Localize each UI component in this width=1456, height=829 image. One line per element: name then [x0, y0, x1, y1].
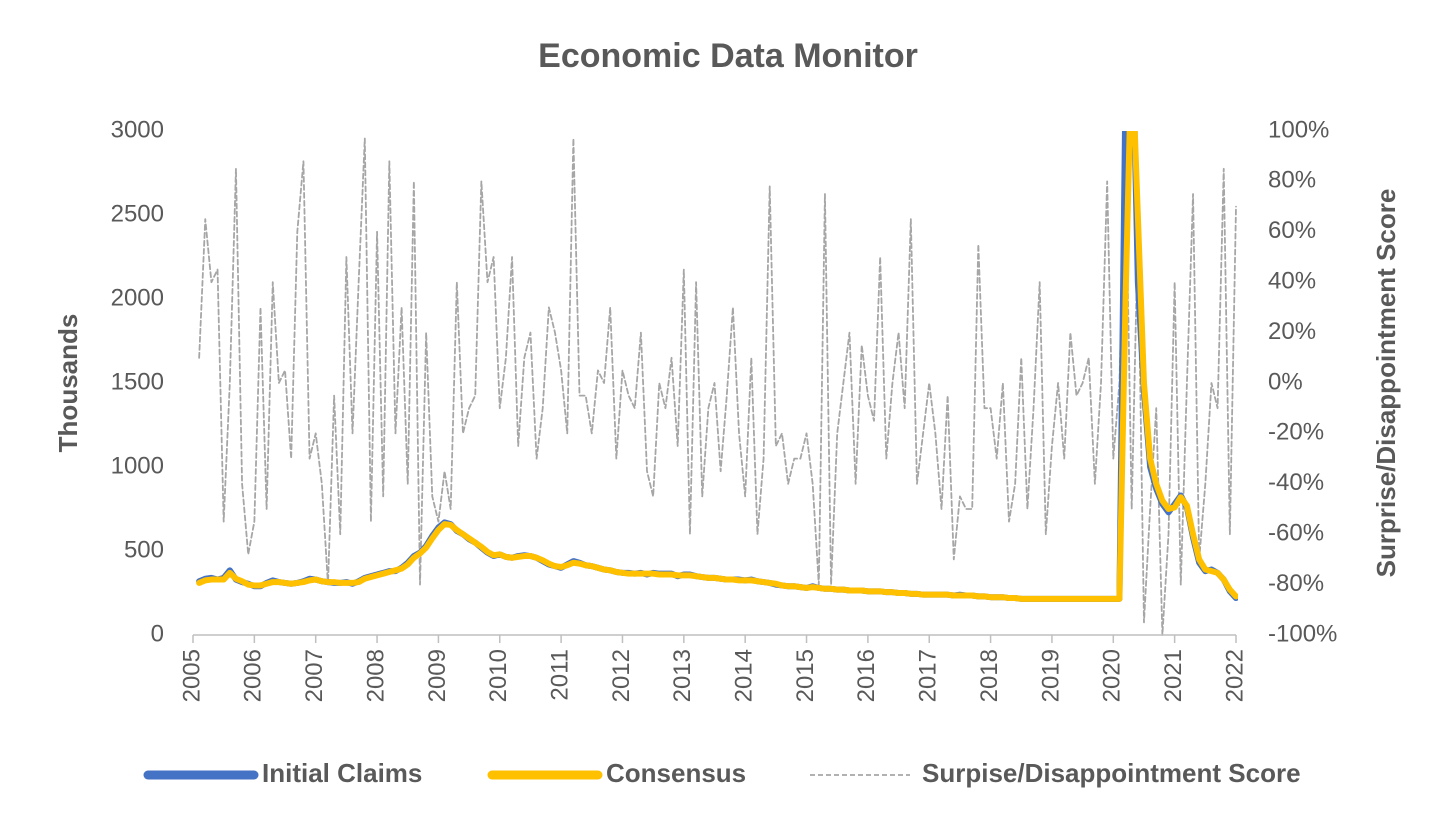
y-tick-label: 2500 — [111, 200, 164, 227]
y2-tick-label: 60% — [1268, 217, 1316, 244]
x-tick-label: 2018 — [976, 649, 1003, 702]
legend-label: Surpise/Disappointment Score — [922, 758, 1301, 788]
x-tick-label: 2006 — [240, 649, 267, 702]
x-tick-label: 2010 — [485, 649, 512, 702]
x-tick-label: 2020 — [1099, 649, 1126, 702]
y-tick-label: 1500 — [111, 368, 164, 395]
x-tick-label: 2022 — [1221, 649, 1248, 702]
x-tick-label: 2007 — [301, 649, 328, 702]
x-tick-label: 2009 — [424, 649, 451, 702]
plot-area — [196, 131, 1238, 636]
y-tick-label: 3000 — [111, 116, 164, 143]
chart-title: Economic Data Monitor — [538, 37, 918, 75]
x-tick-label: 2019 — [1037, 649, 1064, 702]
y2-tick-label: 20% — [1268, 318, 1316, 345]
legend-label: Initial Claims — [262, 758, 422, 788]
x-tick-label: 2017 — [915, 649, 942, 702]
x-tick-label: 2008 — [362, 649, 389, 702]
x-tick-label: 2011 — [546, 649, 573, 701]
y2-tick-label: -80% — [1268, 570, 1324, 597]
y2-tick-label: 40% — [1268, 268, 1316, 295]
x-tick-label: 2014 — [731, 649, 758, 702]
y-tick-label: 2000 — [111, 284, 164, 311]
y2-tick-label: -20% — [1268, 419, 1324, 446]
x-tick-label: 2012 — [608, 649, 635, 702]
x-tick-label: 2021 — [1160, 649, 1187, 702]
y2-tick-label: 80% — [1268, 167, 1316, 194]
y-tick-label: 1000 — [111, 452, 164, 479]
x-tick-label: 2013 — [669, 649, 696, 702]
series-line — [198, 137, 1237, 636]
x-tick-label: 2005 — [178, 649, 205, 702]
y2-axis-label: Surprise/Disappointment Score — [1371, 189, 1401, 578]
y2-tick-label: -60% — [1268, 520, 1324, 547]
x-tick-label: 2016 — [853, 649, 880, 702]
legend-label: Consensus — [606, 758, 746, 788]
y2-tick-label: -40% — [1268, 469, 1324, 496]
y-axis-label: Thousands — [53, 314, 83, 453]
series-line — [196, 131, 1238, 602]
x-tick-label: 2015 — [792, 649, 819, 702]
series-line — [196, 131, 1238, 602]
y2-tick-label: 100% — [1268, 116, 1329, 143]
y-tick-label: 500 — [124, 536, 164, 563]
y2-tick-label: -100% — [1268, 620, 1337, 647]
y-tick-label: 0 — [151, 620, 164, 647]
y2-tick-label: 0% — [1268, 368, 1303, 395]
